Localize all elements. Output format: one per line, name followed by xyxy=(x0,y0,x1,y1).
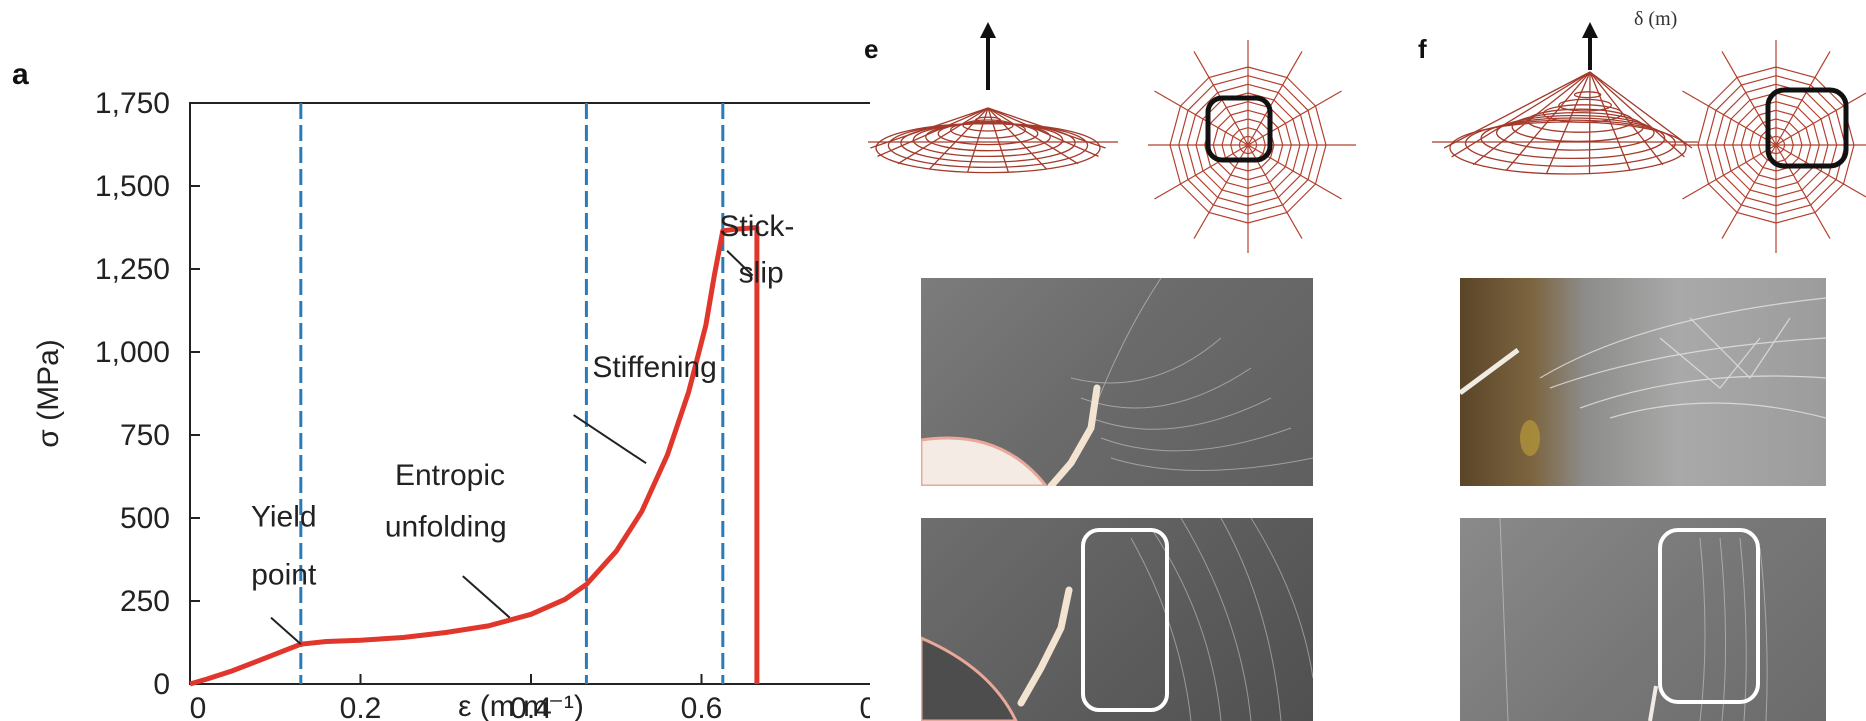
web-spiral-thread xyxy=(1178,75,1318,215)
panel-e-photo-bottom xyxy=(921,518,1313,721)
annotation-label: slip xyxy=(739,256,784,289)
stress-strain-chart: 0 250 500 750 1,000 1,250 1,500 1,750 0 0.2 0.4 0.6… xyxy=(32,87,870,721)
x-tick-label: 0 xyxy=(190,692,207,721)
web-spiral-thread xyxy=(1169,66,1327,224)
web-radial-thread xyxy=(1451,71,1591,158)
web-radial-thread xyxy=(1589,71,1664,166)
x-axis-label: ε (m m⁻¹) xyxy=(458,690,584,721)
panel-letter-a: a xyxy=(12,58,29,91)
plot-frame xyxy=(189,102,870,685)
web-radial-thread xyxy=(1682,144,1777,200)
web-radial-thread xyxy=(966,107,989,173)
y-axis-label: σ (MPa) xyxy=(32,339,65,448)
panel-f-photo-bottom xyxy=(1460,518,1826,721)
web-spiral-thread xyxy=(1706,75,1846,215)
y-tick-label: 750 xyxy=(120,419,170,452)
focus-box xyxy=(1081,528,1169,712)
focus-box xyxy=(1205,95,1273,163)
web-spiral-thread xyxy=(1732,101,1820,189)
panel-letter-e: e xyxy=(864,34,879,64)
panel-f-photo-top xyxy=(1460,278,1826,486)
web-radial-thread xyxy=(987,107,1106,149)
web-radial-thread xyxy=(1775,92,1866,146)
web-radial-thread xyxy=(1154,144,1249,200)
web-radial-thread xyxy=(928,107,989,170)
delta-label: δ (m) xyxy=(1634,8,1678,30)
panel-e-photo-top xyxy=(921,278,1313,486)
panel-f-web-side-view xyxy=(1432,22,1698,175)
web-spiral-thread xyxy=(1740,109,1812,181)
web-spiral-thread xyxy=(1749,118,1803,172)
focus-box xyxy=(1765,87,1849,169)
web-radial-thread xyxy=(987,107,1079,165)
annotation-leader-line xyxy=(573,414,647,465)
x-tick-label: 0.4 xyxy=(510,692,552,721)
web-radial-thread xyxy=(987,107,1099,157)
up-arrow-icon xyxy=(980,22,996,90)
web-radial-thread xyxy=(1247,51,1303,146)
annotation-label: Stick- xyxy=(719,210,794,243)
web-radial-thread xyxy=(1589,71,1685,158)
y-tick-label: 500 xyxy=(120,502,170,535)
x-tick-label: 0. xyxy=(859,692,870,721)
web-deformed-ring xyxy=(1558,98,1612,112)
panel-e-web-top-view xyxy=(1148,40,1356,253)
web-spiral-thread xyxy=(1714,83,1838,207)
web-radial-thread xyxy=(897,107,989,165)
web-radial-thread xyxy=(1154,90,1249,146)
annotation-label: unfolding xyxy=(385,510,507,543)
annotation-leader-line xyxy=(726,250,754,277)
stress-strain-curve xyxy=(189,225,760,687)
web-radial-thread xyxy=(1682,90,1777,146)
focus-box xyxy=(1658,528,1760,704)
web-radial-thread xyxy=(1505,71,1591,171)
web-radial-thread xyxy=(987,107,1010,173)
web-radial-thread xyxy=(1775,51,1831,146)
x-tick-label: 0.6 xyxy=(681,692,723,721)
web-radial-thread xyxy=(1472,71,1591,166)
web-deformed-ring xyxy=(962,119,1014,132)
web-radial-thread xyxy=(1443,71,1591,149)
web-spiral-thread xyxy=(1195,92,1301,198)
panel-f-web-top-view xyxy=(1672,40,1866,253)
web-deformed-ring xyxy=(1573,91,1602,99)
web-radial-thread xyxy=(1775,144,1831,239)
annotation-label: Entropic xyxy=(395,459,505,492)
y-tick-label: 1,500 xyxy=(95,170,170,203)
web-radial-thread xyxy=(1588,71,1591,174)
web-spiral-thread xyxy=(1238,135,1258,155)
annotation-leader-line xyxy=(462,575,511,619)
annotation-label: Yield xyxy=(251,500,317,533)
y-tick-label: 1,750 xyxy=(95,87,170,120)
web-deformed-ring xyxy=(1464,119,1676,167)
web-spiral-thread xyxy=(1186,83,1310,207)
web-radial-thread xyxy=(1247,144,1342,200)
x-tick-label: 0.2 xyxy=(340,692,382,721)
web-deformed-ring xyxy=(950,121,1026,139)
panel-letter-f: f xyxy=(1418,34,1427,64)
web-radial-thread xyxy=(877,107,989,157)
web-radial-thread xyxy=(987,107,1048,170)
web-radial-thread xyxy=(1589,71,1693,149)
web-radial-thread xyxy=(1247,90,1342,146)
annotation-label: Stiffening xyxy=(592,351,717,384)
web-spiral-thread xyxy=(1723,92,1829,198)
web-radial-thread xyxy=(1545,71,1591,174)
annotation-label: point xyxy=(251,558,317,591)
web-spiral-thread xyxy=(1212,109,1284,181)
web-radial-thread xyxy=(1589,71,1631,171)
up-arrow-icon xyxy=(1582,22,1598,70)
y-tick-label: 1,000 xyxy=(95,336,170,369)
y-tick-label: 250 xyxy=(120,585,170,618)
annotation-leader-line xyxy=(270,616,302,645)
web-deformed-ring xyxy=(1495,114,1655,151)
y-tick-label: 0 xyxy=(153,668,170,701)
web-deformed-ring xyxy=(937,121,1039,146)
y-tick-label: 1,250 xyxy=(95,253,170,286)
web-deformed-ring xyxy=(875,122,1101,174)
web-radial-thread xyxy=(870,107,989,149)
web-radial-thread xyxy=(1775,144,1866,198)
web-radial-thread xyxy=(1721,144,1777,239)
panel-e-web-side-view xyxy=(868,22,1118,174)
